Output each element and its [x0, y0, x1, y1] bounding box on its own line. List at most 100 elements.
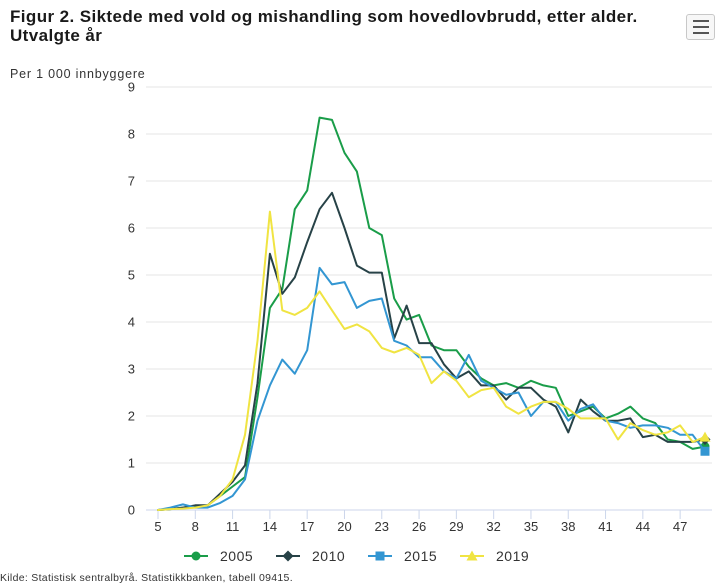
data-point-2019-age-9[interactable]	[205, 502, 211, 508]
data-point-2015-age-12[interactable]	[242, 476, 248, 482]
data-point-2005-age-44[interactable]	[640, 415, 646, 421]
data-point-2005-age-35[interactable]	[528, 378, 534, 384]
data-point-2010-age-46[interactable]	[665, 439, 671, 445]
data-point-2019-age-34[interactable]	[516, 411, 522, 417]
data-point-2019-age-45[interactable]	[652, 432, 658, 438]
data-point-2010-age-23[interactable]	[379, 270, 385, 276]
series-line-2015[interactable]	[157, 266, 706, 511]
data-point-2019-age-26[interactable]	[416, 352, 422, 358]
data-point-2019-age-40[interactable]	[590, 415, 596, 421]
data-point-2015-age-11[interactable]	[230, 493, 236, 499]
chart-menu-button[interactable]	[686, 14, 715, 40]
data-point-2010-age-14[interactable]	[267, 251, 273, 257]
data-point-2015-age-14[interactable]	[267, 382, 273, 388]
data-point-2019-age-33[interactable]	[503, 404, 509, 410]
data-point-2005-age-14[interactable]	[267, 305, 273, 311]
data-point-2005-age-17[interactable]	[304, 187, 310, 193]
data-point-2015-age-34[interactable]	[516, 390, 522, 396]
data-point-2015-age-30[interactable]	[466, 352, 472, 358]
data-point-2015-age-10[interactable]	[217, 500, 223, 506]
data-point-2015-age-47[interactable]	[677, 432, 683, 438]
data-point-2019-age-17[interactable]	[304, 305, 310, 311]
data-point-2010-age-39[interactable]	[578, 397, 584, 403]
series-line-2010[interactable]	[157, 191, 706, 511]
data-point-2005-age-20[interactable]	[341, 150, 347, 156]
data-point-2005-age-19[interactable]	[329, 117, 335, 123]
data-point-2015-age-22[interactable]	[366, 298, 372, 304]
data-point-2019-age-35[interactable]	[528, 404, 534, 410]
data-point-2019-age-27[interactable]	[429, 380, 435, 386]
data-point-2019-age-48[interactable]	[690, 439, 696, 445]
data-point-2005-age-18[interactable]	[317, 115, 323, 121]
data-point-2015-age-42[interactable]	[615, 420, 621, 426]
data-point-2010-age-19[interactable]	[329, 190, 335, 196]
data-point-2010-age-47[interactable]	[677, 439, 683, 445]
data-point-2019-age-5[interactable]	[155, 507, 161, 513]
data-point-2015-age-31[interactable]	[478, 378, 484, 384]
data-point-2019-age-7[interactable]	[180, 506, 186, 512]
data-point-2010-age-16[interactable]	[292, 274, 298, 280]
series-2015[interactable]	[155, 265, 710, 513]
data-point-2010-age-28[interactable]	[441, 361, 447, 367]
data-point-2015-age-38[interactable]	[565, 418, 571, 424]
data-point-2019-age-24[interactable]	[391, 350, 397, 356]
data-point-2015-age-27[interactable]	[429, 354, 435, 360]
data-point-2015-age-19[interactable]	[329, 281, 335, 287]
data-point-2010-age-27[interactable]	[429, 340, 435, 346]
data-point-2019-age-21[interactable]	[354, 321, 360, 327]
legend-item-2015[interactable]: 2015	[368, 548, 437, 564]
data-point-2019-age-22[interactable]	[366, 328, 372, 334]
data-point-2019-age-29[interactable]	[453, 378, 459, 384]
data-point-2019-age-39[interactable]	[578, 415, 584, 421]
data-point-2010-age-22[interactable]	[366, 270, 372, 276]
data-point-2015-age-17[interactable]	[304, 347, 310, 353]
data-point-2019-age-47[interactable]	[677, 422, 683, 428]
data-point-2010-age-17[interactable]	[304, 239, 310, 245]
data-point-2019-age-8[interactable]	[192, 505, 198, 511]
data-point-2005-age-22[interactable]	[366, 225, 372, 231]
data-point-2010-age-26[interactable]	[416, 340, 422, 346]
data-point-2015-age-13[interactable]	[254, 418, 260, 424]
data-point-2010-age-40[interactable]	[590, 408, 596, 414]
data-point-2015-age-24[interactable]	[391, 338, 397, 344]
data-point-2015-age-20[interactable]	[341, 279, 347, 285]
data-point-2019-age-15[interactable]	[279, 307, 285, 313]
data-point-2015-age-48[interactable]	[690, 432, 696, 438]
data-point-2010-age-13[interactable]	[254, 380, 260, 386]
data-point-2010-age-21[interactable]	[354, 263, 360, 269]
data-point-2019-age-13[interactable]	[254, 338, 260, 344]
data-point-2015-age-33[interactable]	[503, 392, 509, 398]
data-point-2015-age-35[interactable]	[528, 413, 534, 419]
data-point-2010-age-35[interactable]	[528, 385, 534, 391]
data-point-2019-age-42[interactable]	[615, 437, 621, 443]
data-point-2010-age-44[interactable]	[640, 434, 646, 440]
legend-item-2005[interactable]: 2005	[184, 548, 253, 564]
data-point-2019-age-18[interactable]	[317, 288, 323, 294]
data-point-2015-age-21[interactable]	[354, 305, 360, 311]
data-point-2015-age-40[interactable]	[590, 401, 596, 407]
data-point-2019-age-10[interactable]	[217, 493, 223, 499]
data-point-2019-age-23[interactable]	[379, 345, 385, 351]
series-2019[interactable]	[155, 209, 711, 513]
data-point-2015-age-16[interactable]	[292, 371, 298, 377]
data-point-2010-age-25[interactable]	[404, 303, 410, 309]
data-point-2019-age-20[interactable]	[341, 326, 347, 332]
data-point-2015-age-39[interactable]	[578, 406, 584, 412]
data-point-2019-age-32[interactable]	[491, 385, 497, 391]
data-point-2010-age-38[interactable]	[565, 429, 571, 435]
data-point-2019-age-30[interactable]	[466, 394, 472, 400]
data-point-2019-age-19[interactable]	[329, 307, 335, 313]
legend-item-2019[interactable]: 2019	[460, 548, 529, 564]
data-point-2015-age-18[interactable]	[317, 265, 323, 271]
data-point-2010-age-18[interactable]	[317, 206, 323, 212]
data-point-2015-age-23[interactable]	[379, 296, 385, 302]
data-point-2019-age-44[interactable]	[640, 427, 646, 433]
data-point-2019-age-28[interactable]	[441, 368, 447, 374]
data-point-2019-age-6[interactable]	[167, 506, 173, 512]
legend-item-2010[interactable]: 2010	[276, 548, 345, 564]
data-point-2005-age-29[interactable]	[453, 347, 459, 353]
data-point-2019-age-14[interactable]	[267, 209, 273, 215]
series-line-2005[interactable]	[157, 116, 706, 511]
data-point-2005-age-24[interactable]	[391, 296, 397, 302]
data-point-2005-age-25[interactable]	[404, 317, 410, 323]
